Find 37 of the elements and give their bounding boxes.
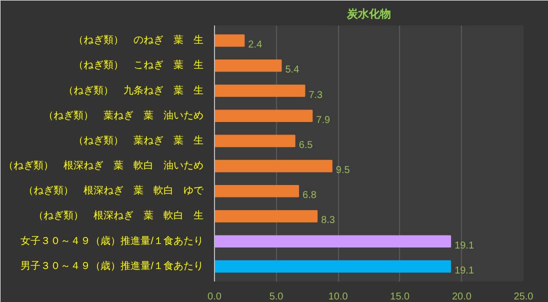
bar <box>214 110 313 122</box>
y-tick-label: （ねぎ類） 葉ねぎ 葉 油いため <box>44 109 204 122</box>
x-tick-label: 10.0 <box>328 292 348 302</box>
bar <box>214 185 300 198</box>
y-tick-label: （ねぎ類） 根深ねぎ 葉 軟白 生 <box>34 210 204 222</box>
data-label: 9.5 <box>336 165 350 176</box>
x-tick-label: 25.0 <box>514 292 534 302</box>
y-tick-label: （ねぎ類） こねぎ 葉 生 <box>74 59 204 72</box>
y-tick-label: （ねぎ類） 九条ねぎ 葉 生 <box>64 84 204 96</box>
bar <box>214 260 452 273</box>
data-label: 7.3 <box>308 90 324 101</box>
bar <box>214 34 245 47</box>
y-tick-label: （ねぎ類） 葉ねぎ 葉 生 <box>74 134 204 146</box>
chart-title: 炭水化物 <box>346 8 391 20</box>
data-label: 2.4 <box>248 40 263 51</box>
data-label: 5.4 <box>285 64 300 76</box>
data-label: 6.5 <box>298 140 314 151</box>
data-label: 19.1 <box>454 240 474 252</box>
bar <box>214 60 282 72</box>
bar <box>214 210 318 222</box>
data-label: 6.8 <box>302 190 317 202</box>
data-label: 7.9 <box>316 114 330 126</box>
x-tick-label: 0.0 <box>208 292 222 302</box>
data-label: 8.3 <box>321 215 336 226</box>
y-tick-label: 男子３０～４９（歳）推進量/１食あたり <box>20 260 204 272</box>
bar <box>214 235 452 248</box>
y-tick-label: （ねぎ類） 根深ねぎ 葉 軟白 ゆで <box>24 184 204 197</box>
bar <box>214 160 332 172</box>
data-label: 19.1 <box>454 265 474 276</box>
x-tick-label: 5.0 <box>269 292 284 302</box>
x-tick-label: 15.0 <box>390 292 410 302</box>
y-tick-label: （ねぎ類） のねぎ 葉 生 <box>74 34 204 46</box>
bar <box>214 84 306 97</box>
y-tick-label: 女子３０～４９（歳）推進量/１食あたり <box>20 234 204 247</box>
y-tick-label: （ねぎ類） 根深ねぎ 葉 軟白 油いため <box>4 160 204 172</box>
x-tick-label: 20.0 <box>452 292 472 302</box>
bar <box>214 134 296 148</box>
